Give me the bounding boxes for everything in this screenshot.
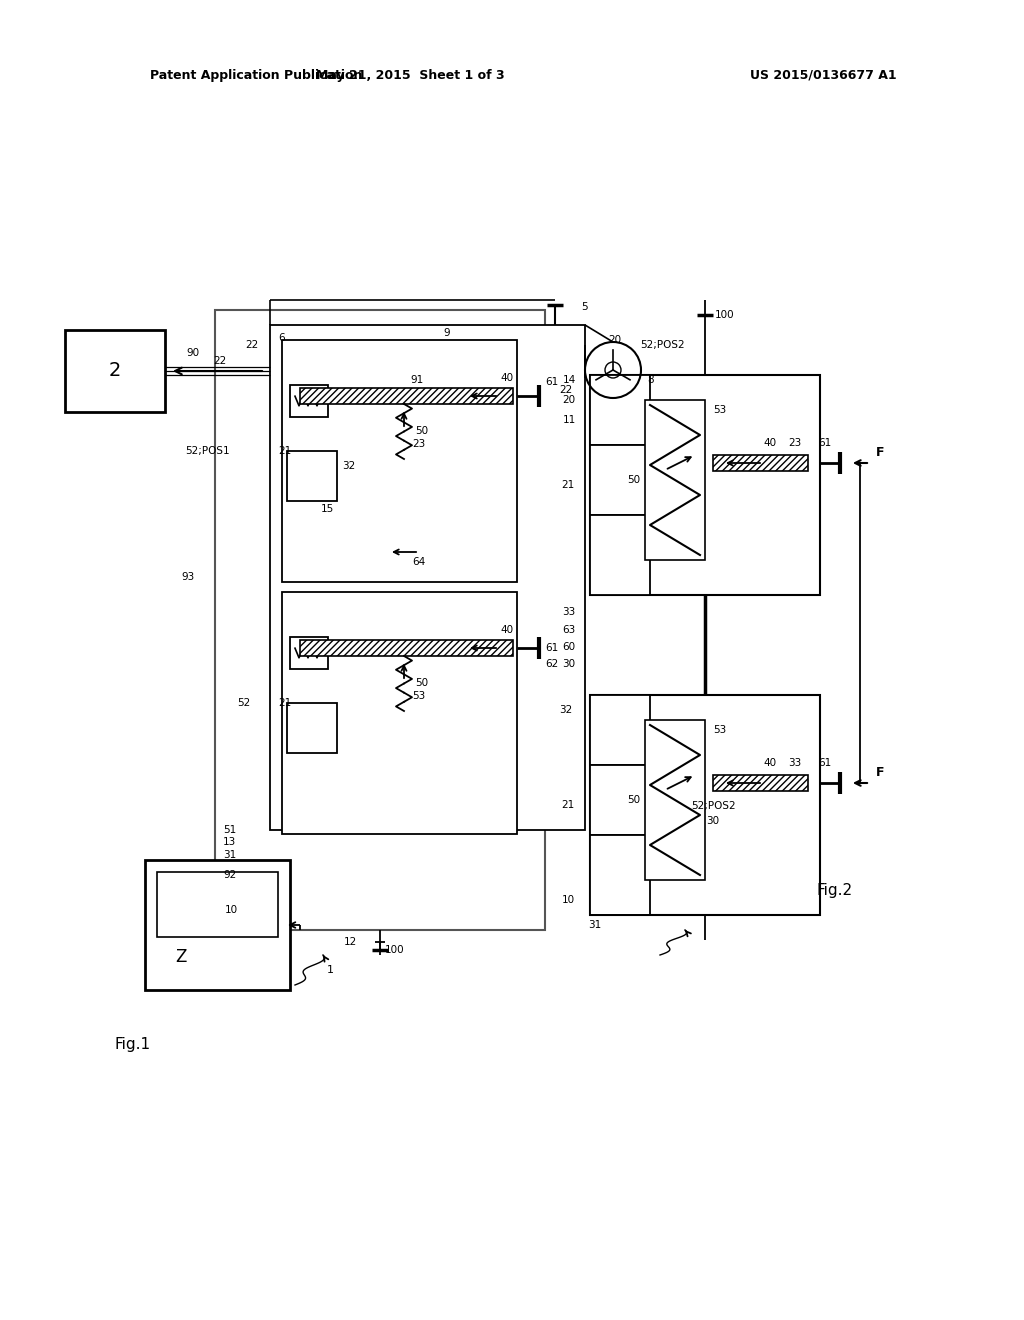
Text: 52;POS2: 52;POS2: [690, 801, 735, 810]
Text: 61: 61: [546, 378, 559, 387]
Text: 21: 21: [278, 446, 291, 455]
Bar: [645, 400, 705, 560]
Text: 23: 23: [413, 440, 426, 449]
Bar: [287, 704, 337, 752]
Text: 40: 40: [501, 624, 514, 635]
Bar: [300, 640, 513, 656]
Bar: [713, 775, 808, 791]
Text: Z: Z: [175, 948, 186, 966]
Text: Fig.2: Fig.2: [817, 883, 853, 898]
Text: 6: 6: [278, 333, 285, 343]
Text: US 2015/0136677 A1: US 2015/0136677 A1: [750, 69, 897, 82]
Bar: [590, 375, 650, 445]
Text: 50: 50: [416, 678, 429, 689]
Text: 92: 92: [223, 870, 237, 880]
Text: 21: 21: [562, 800, 575, 810]
Bar: [590, 766, 650, 836]
Text: 10: 10: [225, 906, 239, 915]
Text: 91: 91: [411, 375, 424, 385]
Text: 12: 12: [343, 937, 356, 946]
Text: 62: 62: [546, 659, 559, 669]
Text: 22: 22: [245, 341, 258, 350]
Text: 1: 1: [327, 965, 334, 975]
Text: 53: 53: [714, 725, 727, 735]
Text: 20: 20: [608, 335, 622, 345]
Text: 52;POS2: 52;POS2: [640, 341, 685, 350]
Bar: [282, 591, 517, 834]
Text: May 21, 2015  Sheet 1 of 3: May 21, 2015 Sheet 1 of 3: [315, 69, 504, 82]
Text: 61: 61: [818, 758, 831, 768]
Text: 52: 52: [237, 698, 250, 708]
Bar: [215, 310, 545, 931]
Bar: [290, 385, 328, 417]
Text: 22: 22: [213, 356, 226, 366]
Text: 15: 15: [321, 504, 334, 513]
Text: 33: 33: [788, 758, 802, 768]
Bar: [645, 719, 705, 880]
Bar: [157, 873, 278, 937]
Text: 20: 20: [562, 395, 575, 405]
Text: 61: 61: [546, 643, 559, 653]
Text: Patent Application Publication: Patent Application Publication: [150, 69, 362, 82]
Bar: [590, 836, 650, 915]
Text: 32: 32: [342, 461, 355, 471]
Text: 40: 40: [764, 758, 776, 768]
Text: 61: 61: [818, 438, 831, 447]
Bar: [590, 445, 650, 515]
Text: 50: 50: [416, 426, 429, 437]
Bar: [713, 455, 808, 471]
Text: 21: 21: [562, 480, 575, 490]
Text: 63: 63: [562, 624, 575, 635]
Text: 40: 40: [501, 374, 514, 383]
Text: 53: 53: [714, 405, 727, 414]
Text: 30: 30: [707, 816, 720, 826]
Text: 64: 64: [413, 557, 426, 568]
Text: F: F: [876, 446, 885, 459]
Text: 8: 8: [648, 375, 654, 385]
Text: 23: 23: [788, 438, 802, 447]
Text: 14: 14: [562, 375, 575, 385]
Bar: [590, 696, 650, 766]
Bar: [287, 451, 337, 502]
Bar: [65, 330, 165, 412]
Bar: [282, 341, 517, 582]
Text: 11: 11: [562, 414, 575, 425]
Text: 50: 50: [627, 475, 640, 484]
Text: F: F: [876, 767, 885, 780]
Text: 51: 51: [223, 825, 237, 836]
Text: 31: 31: [589, 920, 602, 931]
Text: 100: 100: [715, 310, 735, 319]
Bar: [270, 325, 585, 830]
Text: 32: 32: [559, 705, 572, 715]
Text: 10: 10: [562, 895, 575, 906]
Bar: [300, 388, 513, 404]
Text: 21: 21: [278, 698, 291, 708]
Text: 40: 40: [764, 438, 776, 447]
Text: 5: 5: [582, 302, 589, 312]
Text: 9: 9: [443, 327, 451, 338]
Text: 22: 22: [559, 385, 572, 395]
Bar: [145, 861, 290, 990]
Bar: [590, 696, 820, 915]
Text: 52;POS1: 52;POS1: [185, 446, 230, 455]
Bar: [590, 515, 650, 595]
Text: 2: 2: [109, 362, 121, 380]
Text: 60: 60: [562, 642, 575, 652]
Bar: [290, 638, 328, 669]
Text: 100: 100: [385, 945, 404, 954]
Text: 53: 53: [413, 690, 426, 701]
Text: 93: 93: [181, 572, 195, 582]
Text: 50: 50: [627, 795, 640, 805]
Text: 30: 30: [562, 659, 575, 669]
Text: 33: 33: [562, 607, 575, 616]
Text: Fig.1: Fig.1: [115, 1038, 152, 1052]
Bar: [590, 375, 820, 595]
Text: 90: 90: [186, 348, 200, 358]
Text: 31: 31: [223, 850, 237, 861]
Text: 13: 13: [223, 837, 237, 847]
